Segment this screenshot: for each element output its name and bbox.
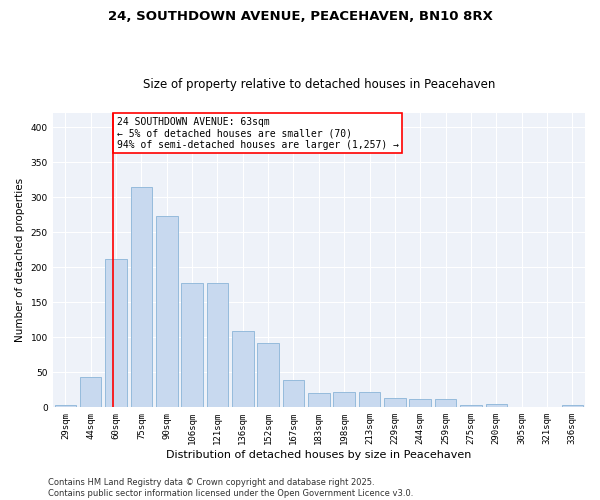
- Bar: [334, 392, 355, 407]
- Bar: [359, 392, 380, 407]
- Bar: [409, 399, 431, 407]
- Y-axis label: Number of detached properties: Number of detached properties: [15, 178, 25, 342]
- Bar: [511, 406, 532, 408]
- Bar: [562, 405, 583, 407]
- Bar: [283, 380, 304, 407]
- Title: Size of property relative to detached houses in Peacehaven: Size of property relative to detached ho…: [143, 78, 495, 91]
- Bar: [384, 398, 406, 407]
- Bar: [131, 186, 152, 408]
- Bar: [206, 282, 228, 408]
- Text: 24 SOUTHDOWN AVENUE: 63sqm
← 5% of detached houses are smaller (70)
94% of semi-: 24 SOUTHDOWN AVENUE: 63sqm ← 5% of detac…: [116, 116, 398, 150]
- Bar: [485, 404, 507, 407]
- Bar: [55, 405, 76, 407]
- Bar: [181, 282, 203, 408]
- Bar: [105, 259, 127, 408]
- Bar: [257, 343, 279, 407]
- Bar: [536, 406, 558, 408]
- Bar: [435, 399, 457, 407]
- Bar: [156, 216, 178, 408]
- Bar: [308, 392, 329, 407]
- Text: Contains HM Land Registry data © Crown copyright and database right 2025.
Contai: Contains HM Land Registry data © Crown c…: [48, 478, 413, 498]
- Bar: [80, 377, 101, 408]
- Text: 24, SOUTHDOWN AVENUE, PEACEHAVEN, BN10 8RX: 24, SOUTHDOWN AVENUE, PEACEHAVEN, BN10 8…: [107, 10, 493, 23]
- X-axis label: Distribution of detached houses by size in Peacehaven: Distribution of detached houses by size …: [166, 450, 472, 460]
- Bar: [232, 331, 254, 407]
- Bar: [460, 404, 482, 407]
